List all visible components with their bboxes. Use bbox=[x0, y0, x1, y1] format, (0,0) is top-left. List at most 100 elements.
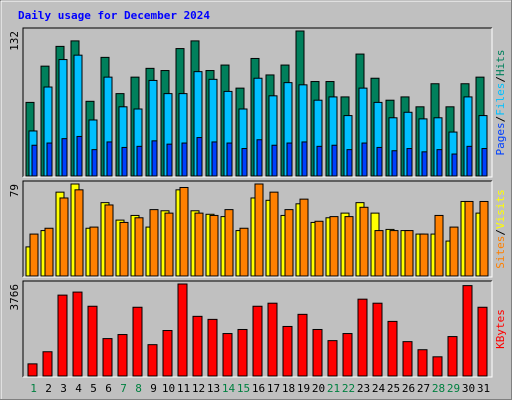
x-tick-label: 9 bbox=[150, 382, 157, 395]
x-tick-label: 15 bbox=[237, 382, 250, 395]
bar bbox=[271, 144, 278, 177]
bar bbox=[372, 302, 383, 377]
x-tick-label: 16 bbox=[252, 382, 265, 395]
bar bbox=[226, 142, 233, 177]
bar bbox=[27, 363, 38, 377]
bar bbox=[61, 138, 68, 177]
x-tick-label: 2 bbox=[45, 382, 52, 395]
bar bbox=[387, 320, 398, 377]
bar bbox=[432, 356, 443, 377]
bar bbox=[239, 227, 249, 277]
legend: Sites/Visits bbox=[494, 189, 507, 269]
bar bbox=[406, 148, 413, 177]
bar bbox=[89, 226, 99, 277]
x-tick-label: 29 bbox=[447, 382, 460, 395]
bar bbox=[151, 140, 158, 177]
bar bbox=[402, 341, 413, 377]
bar bbox=[179, 186, 189, 277]
bar bbox=[59, 197, 69, 277]
bar bbox=[42, 351, 53, 377]
bar bbox=[466, 145, 473, 177]
bar bbox=[46, 142, 53, 177]
bar bbox=[421, 151, 428, 177]
x-tick-label: 17 bbox=[267, 382, 280, 395]
y-tick-label: 3766 bbox=[8, 284, 21, 311]
bar bbox=[224, 209, 234, 277]
bar bbox=[44, 227, 54, 277]
legend-separator: / bbox=[494, 229, 507, 236]
bar bbox=[357, 298, 368, 377]
x-tick-label: 23 bbox=[357, 382, 370, 395]
x-tick-label: 8 bbox=[135, 382, 142, 395]
x-tick-label: 25 bbox=[387, 382, 400, 395]
bar bbox=[316, 145, 323, 177]
bar bbox=[314, 220, 324, 277]
panel-border bbox=[22, 180, 492, 277]
x-tick-label: 7 bbox=[120, 382, 127, 395]
bar bbox=[359, 206, 369, 277]
bar bbox=[346, 149, 353, 177]
x-tick-label: 19 bbox=[297, 382, 310, 395]
legend: KBytes bbox=[494, 309, 507, 349]
x-tick-label: 12 bbox=[192, 382, 205, 395]
bar bbox=[192, 315, 203, 377]
bar bbox=[102, 338, 113, 377]
bar bbox=[196, 137, 203, 177]
x-tick-label: 28 bbox=[432, 382, 445, 395]
bar bbox=[361, 142, 368, 177]
x-tick-label: 4 bbox=[75, 382, 82, 395]
panel-border bbox=[23, 181, 493, 278]
y-tick-label: 132 bbox=[8, 31, 21, 51]
x-tick-label: 21 bbox=[327, 382, 340, 395]
bar bbox=[87, 305, 98, 377]
panel-border bbox=[23, 28, 493, 178]
bar bbox=[374, 230, 384, 277]
bar bbox=[166, 143, 173, 177]
bar bbox=[389, 230, 399, 277]
bar bbox=[419, 233, 429, 277]
bar bbox=[342, 333, 353, 377]
bar bbox=[147, 344, 158, 377]
bar bbox=[331, 144, 338, 177]
bar bbox=[282, 325, 293, 377]
bar bbox=[479, 200, 489, 277]
x-tick-label: 14 bbox=[222, 382, 236, 395]
bar bbox=[299, 198, 309, 277]
bar bbox=[329, 216, 339, 277]
bar bbox=[117, 334, 128, 377]
panel-border bbox=[22, 27, 492, 177]
bar bbox=[404, 230, 414, 277]
bar bbox=[104, 204, 114, 277]
bar bbox=[72, 291, 83, 377]
bar bbox=[391, 150, 398, 177]
bar bbox=[177, 283, 188, 377]
x-tick-label: 20 bbox=[312, 382, 325, 395]
bar bbox=[464, 200, 474, 277]
legend-entry: KBytes bbox=[494, 309, 507, 349]
y-tick-label: 79 bbox=[8, 184, 21, 197]
x-tick-label: 24 bbox=[372, 382, 386, 395]
bar bbox=[477, 306, 488, 377]
legend-entry: Files bbox=[494, 83, 507, 116]
bar bbox=[136, 145, 143, 177]
bar bbox=[57, 294, 68, 377]
x-tick-label: 26 bbox=[402, 382, 415, 395]
bar bbox=[449, 226, 459, 277]
bar bbox=[134, 217, 144, 277]
bar bbox=[436, 149, 443, 177]
bar bbox=[209, 214, 219, 277]
panel-border bbox=[23, 281, 493, 378]
bar bbox=[106, 141, 113, 177]
bar bbox=[252, 305, 263, 377]
bar bbox=[132, 306, 143, 377]
x-tick-label: 18 bbox=[282, 382, 295, 395]
bar bbox=[237, 328, 248, 377]
x-tick-label: 31 bbox=[477, 382, 490, 395]
x-tick-label: 22 bbox=[342, 382, 355, 395]
x-tick-label: 10 bbox=[162, 382, 175, 395]
x-tick-label: 27 bbox=[417, 382, 430, 395]
bar bbox=[121, 146, 128, 177]
legend-separator: / bbox=[494, 116, 507, 123]
bar bbox=[119, 221, 129, 277]
